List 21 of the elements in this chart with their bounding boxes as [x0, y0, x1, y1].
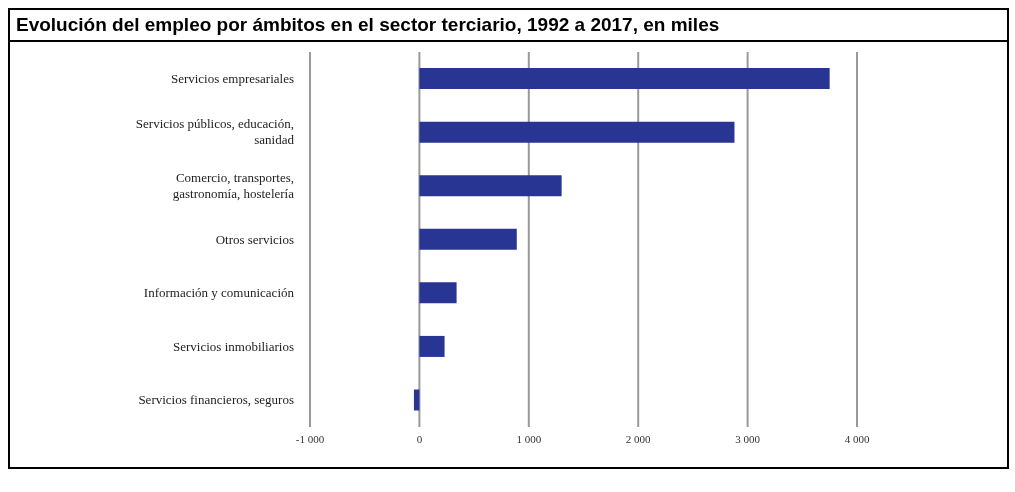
y-tick-label: Servicios financieros, seguros	[138, 392, 294, 408]
bar	[419, 282, 457, 304]
y-tick-label: Comercio, transportes, gastronomía, hostelería	[172, 169, 295, 201]
y-tick-label: Servicios públicos, educación, sanidad	[135, 116, 295, 148]
bar	[419, 68, 830, 90]
bar	[413, 389, 420, 411]
chart-title: Evolución del empleo por ámbitos en el sector terciario, 1992 a 2017, en miles	[10, 10, 1007, 42]
x-tick-label: 4 000	[844, 432, 870, 445]
y-tick-label: Otros servicios	[215, 231, 294, 247]
bar	[419, 228, 517, 250]
y-tick-label: Servicios empresariales	[170, 70, 294, 86]
x-tick-label: -1 000	[295, 432, 325, 445]
x-tick-label: 1 000	[516, 432, 542, 445]
y-tick-label: Información y comunicación	[143, 285, 295, 301]
x-tick-label: 3 000	[735, 432, 761, 445]
bar	[419, 121, 735, 143]
y-tick-label: Servicios inmobiliarios	[173, 338, 294, 354]
x-tick-label: 2 000	[625, 432, 652, 445]
x-tick-label: 0	[416, 432, 423, 445]
bar	[419, 335, 445, 357]
bar	[419, 175, 562, 197]
